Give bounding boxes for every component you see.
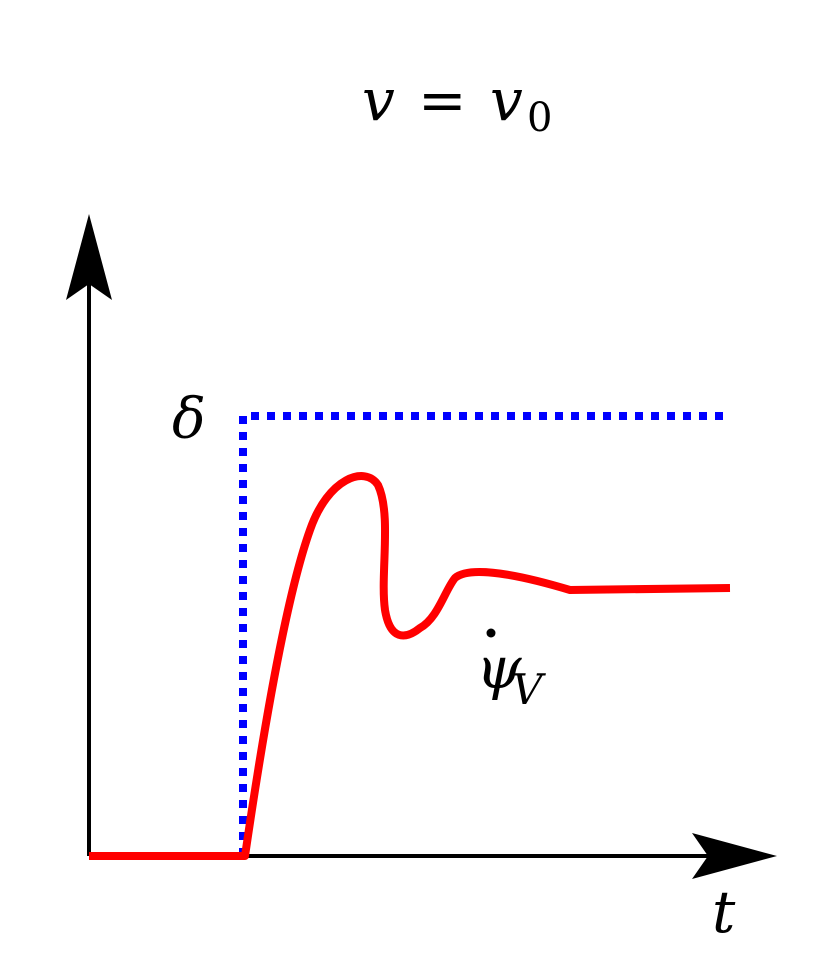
title-rhs: v bbox=[490, 66, 523, 134]
title-equation: v = v 0 bbox=[362, 66, 552, 141]
psi-label: ψ bbox=[476, 634, 522, 702]
psi-dot-v-label: ψ V bbox=[476, 628, 546, 714]
title-equals: = bbox=[418, 66, 467, 134]
t-axis-label: t bbox=[712, 878, 736, 946]
psi-dot-mark bbox=[486, 628, 496, 638]
x-axis-arrowhead bbox=[692, 833, 777, 879]
delta-label: δ bbox=[172, 387, 206, 452]
title-rhs-subscript: 0 bbox=[527, 95, 552, 141]
axes bbox=[66, 214, 777, 879]
y-axis-arrowhead bbox=[66, 214, 112, 300]
title-lhs: v bbox=[362, 66, 395, 134]
psi-subscript-label: V bbox=[512, 665, 546, 714]
response-curve bbox=[89, 472, 731, 860]
input-step-curve bbox=[239, 412, 728, 856]
